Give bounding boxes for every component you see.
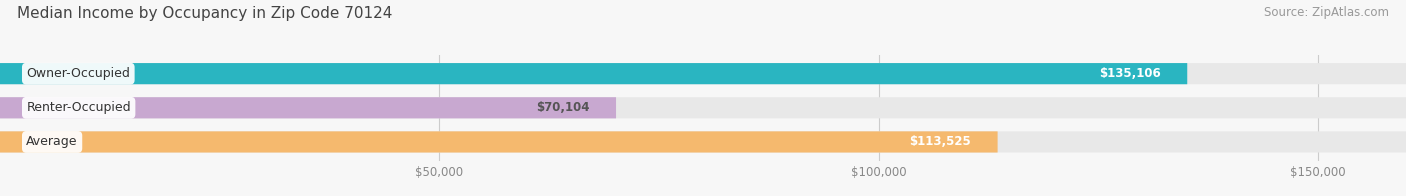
FancyBboxPatch shape [0,63,1406,84]
FancyBboxPatch shape [0,131,998,152]
FancyBboxPatch shape [0,97,616,118]
Text: $70,104: $70,104 [536,101,589,114]
Text: Median Income by Occupancy in Zip Code 70124: Median Income by Occupancy in Zip Code 7… [17,6,392,21]
Text: Owner-Occupied: Owner-Occupied [27,67,131,80]
FancyBboxPatch shape [0,63,1187,84]
FancyBboxPatch shape [0,97,1406,118]
Text: Source: ZipAtlas.com: Source: ZipAtlas.com [1264,6,1389,19]
FancyBboxPatch shape [0,131,1406,152]
Text: Average: Average [27,135,77,148]
Text: $135,106: $135,106 [1099,67,1161,80]
Text: $113,525: $113,525 [910,135,972,148]
Text: Renter-Occupied: Renter-Occupied [27,101,131,114]
